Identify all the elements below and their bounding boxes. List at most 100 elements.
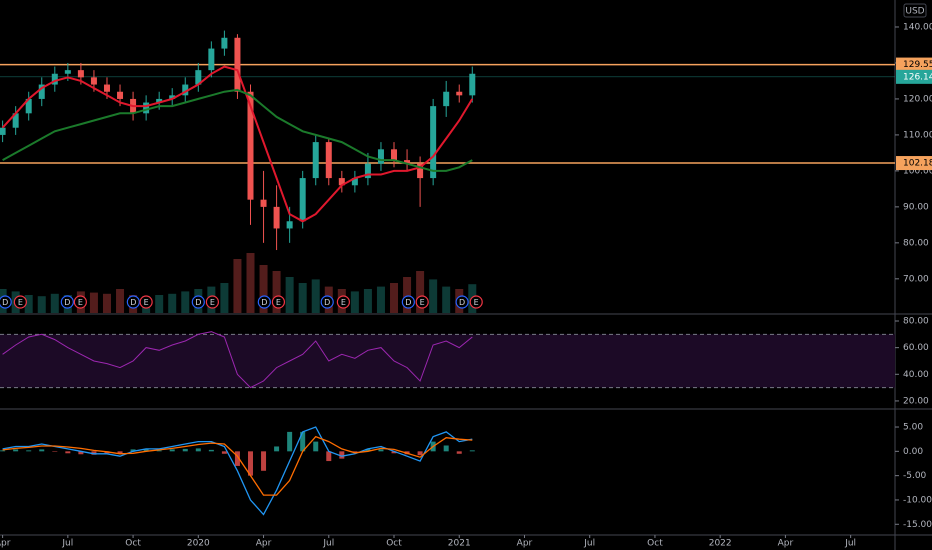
event-label: E [78,298,83,307]
volume-bar [403,277,412,313]
event-label: E [474,298,479,307]
candle-body [195,70,202,85]
event-label: D [405,298,411,307]
volume-bar [390,283,399,313]
histogram-bar [65,451,71,454]
moving-average [1,65,474,223]
histogram-bar [143,448,149,452]
volume-bar [37,296,46,313]
candle-body [64,70,71,74]
histogram-bar [417,451,423,456]
x-tick-label: Jul [583,539,595,549]
event-marker [205,295,219,309]
volume-bar [220,283,229,313]
histogram-bar [247,451,253,476]
event-label: E [276,298,281,307]
histogram-bar [208,449,214,452]
volume-bar [298,283,307,313]
currency-box [903,3,927,18]
candle-body [469,73,476,96]
level-label: 129.55 [903,60,932,70]
event-marker [336,295,350,309]
x-tick-label: Oct [125,539,141,549]
volume-bar [168,293,177,313]
candle-body [143,102,150,114]
histogram-bar [117,451,123,454]
candle-body [417,163,424,179]
event-marker [455,295,469,309]
histogram-bar [130,449,136,452]
y-tick-label: 0.00 [903,447,923,457]
volume-bar [116,289,125,313]
candle-body [25,98,32,114]
x-tick-label: Apr [256,539,272,549]
event-marker [60,295,74,309]
volume-bar [429,279,438,313]
candle-body [404,160,411,164]
histogram-bar [456,451,462,454]
x-tick-label: Jul [61,539,73,549]
histogram-bar [378,449,384,452]
candle-body [156,98,163,103]
event-label: E [420,298,425,307]
event-label: D [130,298,136,307]
x-tick-label: 2020 [187,539,210,549]
histogram-bar [443,445,449,452]
event-label: E [341,298,346,307]
event-marker [191,295,205,309]
volume-bar [272,271,281,313]
candle-body [117,91,124,99]
volume-bar [89,292,98,313]
candle-body [247,91,254,200]
histogram-bar [0,450,6,452]
level-label: 126.14 [903,72,932,82]
histogram-bar [156,450,162,452]
level-label-box [896,69,932,84]
candle-body [377,149,384,164]
event-marker [401,295,415,309]
candle-body [273,206,280,229]
histogram-bar [39,449,45,452]
event-label: D [64,298,70,307]
volume-bar [363,289,372,313]
moving-average [2,88,473,172]
currency: USD [905,7,924,17]
y-tick-label: 40.00 [903,370,929,380]
y-tick-label: 110.00 [903,130,932,140]
x-tick-label: 2021 [448,539,471,549]
volume-bar [24,295,33,313]
volume-bar [376,286,385,313]
y-tick-label: -5.00 [903,471,927,481]
x-tick-label: Oct [386,539,402,549]
histogram-bar [13,449,19,452]
volume-bar [285,277,294,313]
candle-body [38,84,45,99]
candle-body [221,37,228,49]
candle-body [456,91,463,96]
event-label: E [210,298,215,307]
histogram-bar [287,431,293,452]
candle-body [0,127,6,135]
candle-body [299,178,306,222]
event-marker [271,295,286,309]
macd-line [2,435,473,496]
volume-bar [102,293,111,313]
event-marker [139,295,153,309]
event-label: D [2,298,8,307]
x-tick-label: Jul [322,539,334,549]
histogram-bar [469,450,475,452]
event-label: D [324,298,330,307]
volume-bar [246,253,255,313]
volume-bar [50,293,59,313]
y-tick-label: 140.00 [903,22,932,32]
x-tick-label: Jul [844,539,856,549]
histogram-bar [326,451,332,462]
event-marker [415,295,429,309]
y-tick-label: 90.00 [903,202,929,212]
x-tick-label: Apr [778,539,794,549]
histogram-bar [221,451,227,454]
volume-bar [442,286,451,313]
y-tick-label: 70.00 [903,274,929,284]
event-label: E [144,298,149,307]
